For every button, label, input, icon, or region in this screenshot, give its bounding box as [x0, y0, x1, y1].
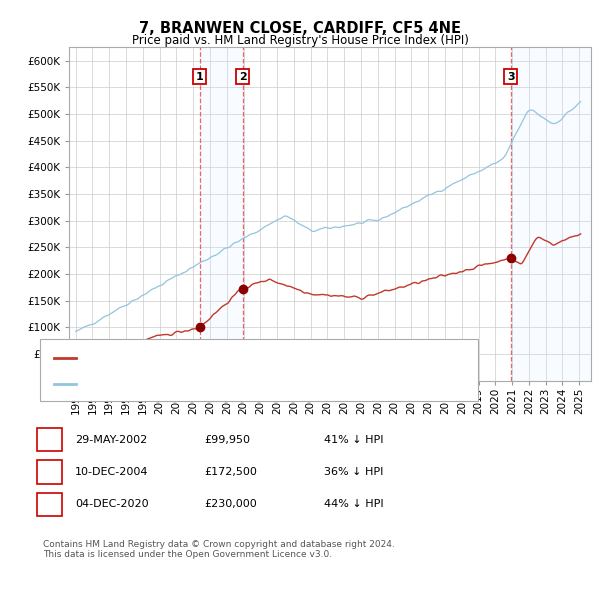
Text: 1: 1 [196, 71, 203, 81]
Text: 7, BRANWEN CLOSE, CARDIFF, CF5 4NE (detached house): 7, BRANWEN CLOSE, CARDIFF, CF5 4NE (deta… [80, 353, 397, 363]
Text: 44% ↓ HPI: 44% ↓ HPI [324, 500, 383, 509]
Text: 2: 2 [239, 71, 247, 81]
Text: HPI: Average price, detached house, Cardiff: HPI: Average price, detached house, Card… [80, 379, 319, 389]
Text: 1: 1 [46, 435, 53, 444]
Bar [511, 47, 591, 381]
Text: 2: 2 [46, 467, 53, 477]
Text: 04-DEC-2020: 04-DEC-2020 [75, 500, 149, 509]
Text: 3: 3 [46, 500, 53, 509]
Text: £230,000: £230,000 [204, 500, 257, 509]
Text: Contains HM Land Registry data © Crown copyright and database right 2024.
This d: Contains HM Land Registry data © Crown c… [43, 540, 395, 559]
Text: 7, BRANWEN CLOSE, CARDIFF, CF5 4NE: 7, BRANWEN CLOSE, CARDIFF, CF5 4NE [139, 21, 461, 35]
Bar [200, 47, 242, 381]
Text: £99,950: £99,950 [204, 435, 250, 444]
Text: 10-DEC-2004: 10-DEC-2004 [75, 467, 149, 477]
Text: 29-MAY-2002: 29-MAY-2002 [75, 435, 147, 444]
Text: 3: 3 [507, 71, 515, 81]
Text: £172,500: £172,500 [204, 467, 257, 477]
Text: 36% ↓ HPI: 36% ↓ HPI [324, 467, 383, 477]
Text: 41% ↓ HPI: 41% ↓ HPI [324, 435, 383, 444]
Text: Price paid vs. HM Land Registry's House Price Index (HPI): Price paid vs. HM Land Registry's House … [131, 34, 469, 47]
